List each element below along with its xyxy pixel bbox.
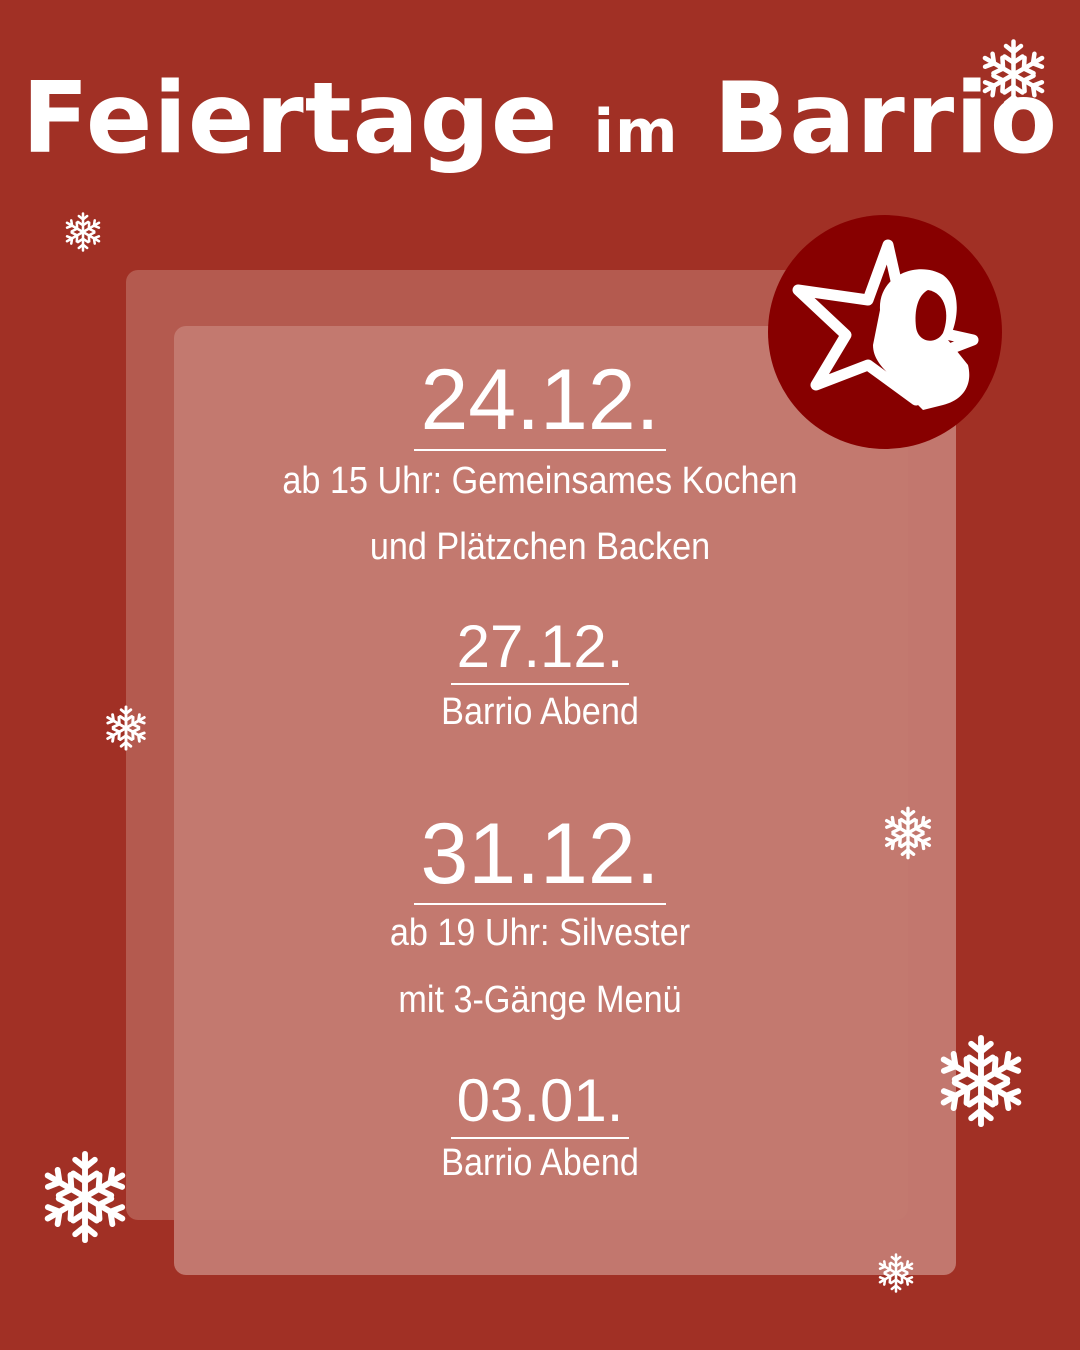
event-text: ab 15 Uhr: Gemeinsames Kochen: [282, 460, 798, 502]
event-text: mit 3-Gänge Menü: [398, 979, 682, 1021]
star-portrait-logo: [768, 215, 1002, 449]
event-text: ab 19 Uhr: Silvester: [389, 912, 691, 954]
event-date: 31.12.: [174, 804, 906, 905]
snowflake-icon: [36, 1148, 134, 1246]
snowflake-icon: [880, 805, 936, 861]
snowflake-icon: [932, 1032, 1030, 1130]
event-list: 24.12. ab 15 Uhr: Gemeinsames Kochen und…: [174, 0, 906, 1350]
event-text: Barrio Abend: [441, 1142, 639, 1184]
event-date: 24.12.: [174, 350, 906, 451]
page-title: Feiertage im Barrio: [21, 62, 1059, 176]
snowflake-icon: [875, 1252, 917, 1294]
snowflake-icon: [976, 37, 1051, 112]
event-text: und Plätzchen Backen: [369, 526, 711, 568]
snowflake-icon: [102, 704, 150, 752]
event-date: 03.01.: [174, 1066, 906, 1139]
event-text: Barrio Abend: [441, 691, 639, 733]
event-date: 27.12.: [174, 612, 906, 685]
snowflake-icon: [62, 211, 104, 253]
content-panel: [174, 326, 956, 1275]
